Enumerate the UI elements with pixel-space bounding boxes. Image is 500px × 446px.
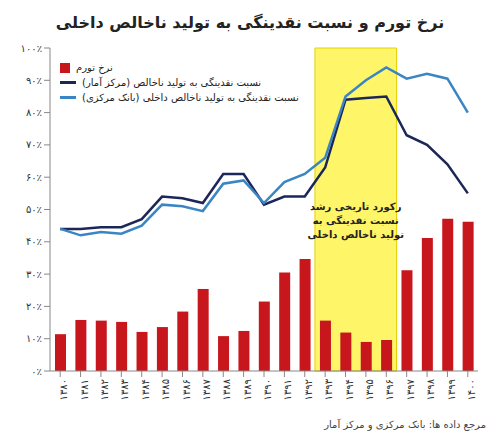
svg-text:۱۳۹۷: ۱۳۹۷ bbox=[405, 378, 416, 400]
svg-text:۱۳۹۲: ۱۳۹۲ bbox=[303, 379, 314, 400]
svg-text:۱۳۸۶: ۱۳۸۶ bbox=[181, 379, 192, 400]
svg-text:۱۳۹۵: ۱۳۹۵ bbox=[364, 379, 375, 400]
html-text:نرخ تورم: نرخ تورم bbox=[76, 62, 113, 73]
html-text:نسبت نقدینگی به تولید ناخالص (: نسبت نقدینگی به تولید ناخالص (مرکز آمار) bbox=[82, 77, 262, 88]
svg-text:۱۳۸۵: ۱۳۸۵ bbox=[160, 379, 171, 400]
svg-text:۱۳۹۴: ۱۳۹۴ bbox=[344, 379, 355, 400]
svg-text:۱۳۹۶: ۱۳۹۶ bbox=[384, 379, 395, 400]
svg-text:۱۴۰۰: ۱۴۰۰ bbox=[466, 379, 477, 400]
svg-text:۰٪: ۰٪ bbox=[31, 366, 42, 377]
html-text:نرخ تورم و نسبت نقدینگی به تول: نرخ تورم و نسبت نقدینگی به تولید ناخالص … bbox=[55, 13, 445, 32]
svg-text:۶۰٪: ۶۰٪ bbox=[26, 172, 42, 183]
svg-text:۱۳۸۹: ۱۳۸۹ bbox=[242, 379, 253, 400]
svg-text:۱۳۸۸: ۱۳۸۸ bbox=[221, 378, 232, 400]
svg-text:۱۳۹۱: ۱۳۹۱ bbox=[282, 379, 293, 400]
svg-text:۱۳۸۲: ۱۳۸۲ bbox=[99, 379, 110, 400]
html-text:مرجع داده ها: بانک مرکزی و مرک: مرجع داده ها: بانک مرکزی و مرکز آمار bbox=[324, 419, 486, 430]
svg-text:۱۳۹۰: ۱۳۹۰ bbox=[262, 379, 273, 400]
svg-text:۷۰٪: ۷۰٪ bbox=[26, 139, 42, 150]
svg-text:۱۳۸۱: ۱۳۸۱ bbox=[79, 379, 90, 400]
svg-text:۱۳۹۳: ۱۳۹۳ bbox=[323, 378, 334, 400]
svg-text:۱۰۰٪: ۱۰۰٪ bbox=[21, 43, 42, 54]
svg-text:۵۰٪: ۵۰٪ bbox=[26, 204, 42, 215]
svg-text:۱۳۸۷: ۱۳۸۷ bbox=[201, 378, 212, 400]
svg-text:۴۰٪: ۴۰٪ bbox=[26, 236, 42, 247]
svg-text:رکورد تاریخی رشدنسبت نقدینگی ب: رکورد تاریخی رشدنسبت نقدینگی بهتولید ناخ… bbox=[307, 201, 404, 241]
svg-text:۳۰٪: ۳۰٪ bbox=[26, 269, 42, 280]
svg-text:۱۳۸۴: ۱۳۸۴ bbox=[140, 379, 151, 400]
svg-text:۱۳۹۹: ۱۳۹۹ bbox=[446, 379, 457, 400]
svg-text:۱۳۸۳: ۱۳۸۳ bbox=[119, 378, 130, 400]
svg-text:۹۰٪: ۹۰٪ bbox=[26, 75, 42, 86]
svg-text:۱۰٪: ۱۰٪ bbox=[26, 333, 42, 344]
svg-text:۸۰٪: ۸۰٪ bbox=[26, 107, 42, 118]
svg-text:۱۳۸۰: ۱۳۸۰ bbox=[58, 379, 69, 400]
html-text:نسبت نقدینگی به تولید ناخالص د: نسبت نقدینگی به تولید ناخالص داخلی (بانک… bbox=[82, 92, 299, 103]
svg-text:۱۳۹۸: ۱۳۹۸ bbox=[425, 378, 436, 400]
svg-text:۲۰٪: ۲۰٪ bbox=[26, 301, 42, 312]
